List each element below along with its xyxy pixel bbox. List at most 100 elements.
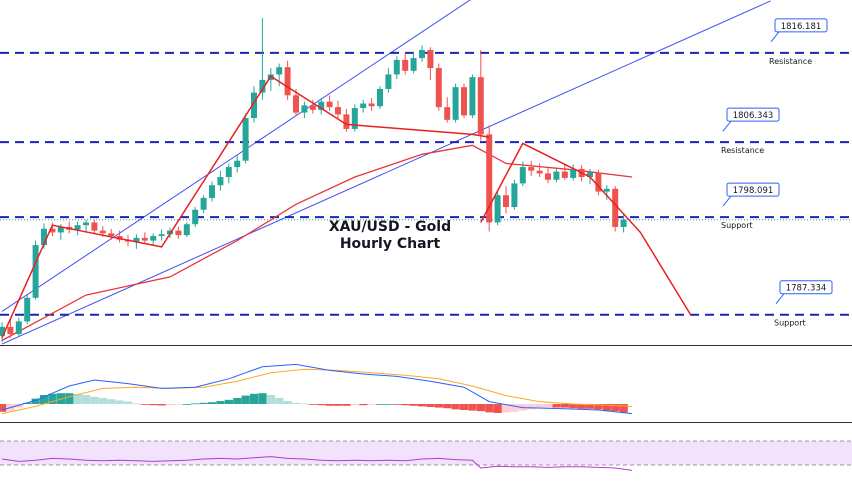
candle-body (435, 68, 442, 108)
macd-histogram-bar (208, 402, 217, 404)
candle-body (242, 118, 249, 161)
macd-histogram-bar (292, 402, 301, 404)
candle-body (335, 107, 341, 115)
macd-histogram-bar (325, 404, 334, 406)
candle (435, 63, 442, 111)
candle-body (620, 219, 627, 227)
macd-histogram-bar (82, 395, 91, 404)
candle (225, 163, 232, 184)
candle (360, 99, 367, 113)
macd-histogram-bar (250, 393, 259, 404)
level-tag-pointer (770, 31, 780, 43)
candle-body (536, 170, 543, 174)
candle-body (326, 101, 333, 108)
chart-title-line1: XAU/USD - Gold (329, 219, 451, 235)
rsi-band (0, 441, 852, 465)
macd-histogram-bar (14, 404, 23, 408)
candle (494, 190, 501, 226)
candle (385, 68, 392, 93)
macd-histogram-bar (594, 404, 603, 410)
macd-histogram-bar (359, 404, 368, 406)
level-price-label: 1806.343 (733, 111, 774, 121)
candle-body (192, 209, 199, 225)
candle-body (158, 234, 165, 237)
macd-histogram-bar (166, 404, 175, 406)
candle-body (587, 172, 593, 178)
macd-histogram-bar (409, 404, 418, 406)
macd-histogram-bar (619, 404, 628, 413)
candle-body (393, 59, 400, 75)
channel-line (1, 0, 771, 345)
macd-histogram-bar (266, 395, 275, 404)
candle-body (570, 168, 577, 178)
level-tag-pointer (722, 120, 732, 132)
candle-body (133, 237, 140, 242)
candle (368, 98, 375, 111)
candle (192, 207, 199, 227)
candle-body (410, 58, 417, 71)
candle-body (15, 321, 22, 335)
macd-histogram-bar (115, 400, 124, 404)
candle-body (545, 173, 551, 180)
candle-body (217, 177, 224, 186)
macd-histogram-bar (31, 398, 40, 404)
candle-body (561, 171, 568, 178)
macd-histogram-bar (132, 403, 141, 405)
macd-histogram-bar (392, 404, 401, 405)
rsi-pane (0, 440, 852, 471)
macd-histogram-bar (275, 398, 284, 404)
candle-body (444, 107, 451, 120)
candle-body (494, 195, 501, 223)
candle (284, 60, 291, 100)
macd-histogram-bar (468, 404, 477, 411)
candle-body (385, 74, 392, 89)
pattern-line (480, 142, 692, 316)
candle (32, 240, 39, 300)
candle (351, 104, 358, 132)
macd-histogram-bar (174, 404, 183, 405)
candle (0, 322, 5, 343)
macd-histogram-bar (334, 404, 343, 406)
ema-line (1, 144, 633, 342)
macd-histogram-bar (527, 404, 536, 410)
candle-body (234, 160, 241, 168)
candle-body (293, 95, 299, 113)
candle-body (0, 326, 5, 336)
macd-histogram-bar (443, 404, 452, 409)
candle-body (209, 185, 215, 198)
macd-histogram-bar (124, 401, 133, 404)
level-name-label: Support (721, 221, 753, 230)
candle-body (150, 236, 157, 241)
candle (116, 230, 123, 243)
candle-body (461, 87, 467, 116)
candle-body (259, 79, 266, 93)
candle (393, 56, 400, 79)
candle (108, 228, 115, 240)
candle-body (49, 228, 56, 233)
candle-body (318, 101, 325, 110)
candle (444, 97, 451, 123)
level-name-label: Resistance (721, 146, 764, 155)
macd-histogram-bar (502, 404, 511, 413)
candle (293, 88, 299, 117)
candle (469, 74, 476, 119)
candle-body (301, 105, 308, 113)
candle-body (503, 195, 509, 207)
macd-histogram-bar (401, 404, 410, 406)
macd-histogram-bar (586, 404, 595, 409)
candle-body (57, 226, 64, 233)
candle-body (477, 77, 484, 135)
level-tag-pointer (722, 195, 732, 207)
candle (595, 169, 602, 196)
candle-body (225, 167, 232, 178)
macd-histogram-bar (149, 404, 158, 406)
candle-body (377, 88, 383, 107)
candle-body (427, 49, 434, 69)
candle (234, 154, 241, 173)
level-price-tag (726, 182, 780, 197)
candle-body (108, 233, 115, 237)
candle (24, 295, 31, 325)
candle (259, 18, 266, 100)
candle (545, 167, 551, 184)
